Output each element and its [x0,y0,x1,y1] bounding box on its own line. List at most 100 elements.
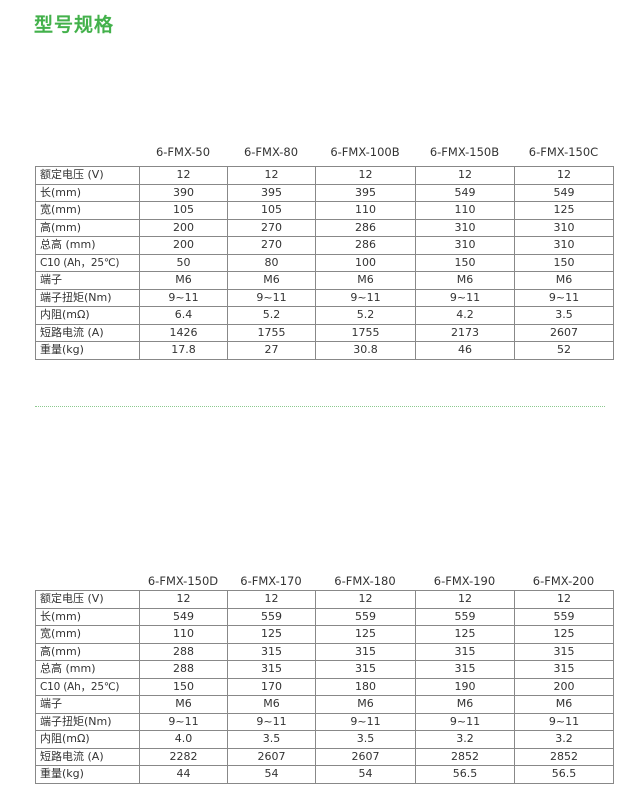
row-label: 总高 (mm) [35,236,140,255]
cell: M6 [415,271,515,290]
cell: 125 [227,625,316,644]
cell: 315 [415,642,515,661]
cell: 150 [415,253,515,272]
table-row: C10 (Ah，25℃) 50 80 100 150 150 [35,253,614,272]
cell: 9~11 [415,288,515,307]
battery-images-1 [120,42,615,142]
cell: 12 [227,590,316,609]
cell: 559 [415,607,515,626]
row-label: 短路电流 (A) [35,323,140,342]
cell: 2607 [227,747,316,766]
cell: 549 [139,607,228,626]
model-name: 6-FMX-200 [532,574,595,588]
cell: 125 [315,625,416,644]
cell: 286 [315,236,416,255]
table-row: 额定电压 (V) 12 12 12 12 12 [35,166,614,185]
cell: 2282 [139,747,228,766]
model-header-1: 6-FMX-50 6-FMX-80 6-FMX-100B 6-FMX-150B 6-FM… [35,145,613,161]
cell: 110 [415,201,515,220]
cell: 50 [139,253,228,272]
cell: 395 [315,183,416,202]
row-label: 总高 (mm) [35,660,140,679]
cell: 2173 [415,323,515,342]
cell: 9~11 [415,712,515,731]
row-label: 额定电压 (V) [35,590,140,609]
model-header-2: 6-FMX-150D 6-FMX-170 6-FMX-180 6-FMX-190 6-F… [35,574,613,590]
cell: 310 [415,218,515,237]
cell: M6 [315,695,416,714]
cell: 100 [315,253,416,272]
cell: 310 [514,236,614,255]
cell: 170 [227,677,316,696]
cell: M6 [315,271,416,290]
cell: 390 [139,183,228,202]
cell: 12 [514,166,614,185]
cell: 3.2 [514,730,614,749]
row-label: 内阻(mΩ) [35,306,140,325]
table-row: 短路电流 (A) 1426 1755 1755 2173 2607 [35,323,614,342]
cell: 549 [415,183,515,202]
cell: 5.2 [315,306,416,325]
cell: 12 [227,166,316,185]
cell: 200 [139,218,228,237]
table-row: 总高 (mm) 200 270 286 310 310 [35,236,614,255]
cell: 12 [139,590,228,609]
cell: 288 [139,642,228,661]
cell: 125 [514,201,614,220]
cell: 56.5 [415,765,515,784]
cell: 1755 [315,323,416,342]
cell: 549 [514,183,614,202]
cell: 9~11 [514,712,614,731]
row-label: 重量(kg) [35,341,140,360]
table-row: 长(mm) 390 395 395 549 549 [35,183,614,202]
cell: 1755 [227,323,316,342]
cell: 52 [514,341,614,360]
cell: M6 [139,271,228,290]
cell: 27 [227,341,316,360]
row-label: 短路电流 (A) [35,747,140,766]
cell: 4.0 [139,730,228,749]
table-row: 内阻(mΩ) 6.4 5.2 5.2 4.2 3.5 [35,306,614,325]
cell: 46 [415,341,515,360]
cell: 3.5 [514,306,614,325]
model-name: 6-FMX-170 [240,574,302,588]
table-row: 内阻(mΩ) 4.0 3.5 3.5 3.2 3.2 [35,730,614,749]
cell: 2852 [514,747,614,766]
cell: 6.4 [139,306,228,325]
cell: 9~11 [315,712,416,731]
row-label: 宽(mm) [35,201,140,220]
row-label: 宽(mm) [35,625,140,644]
table-row: 高(mm) 200 270 286 310 310 [35,218,614,237]
cell: 44 [139,765,228,784]
cell: 1426 [139,323,228,342]
cell: 315 [315,642,416,661]
cell: M6 [139,695,228,714]
table-row: 宽(mm) 105 105 110 110 125 [35,201,614,220]
cell: 110 [139,625,228,644]
cell: 12 [514,590,614,609]
model-name: 6-FMX-150D [147,574,219,588]
cell: 315 [514,660,614,679]
battery-images-2 [120,466,615,566]
model-name: 6-FMX-100B [330,145,400,159]
section-divider [35,406,605,407]
row-label: 端子 [35,271,140,290]
cell: 56.5 [514,765,614,784]
model-name: 6-FMX-180 [334,574,396,588]
cell: 200 [139,236,228,255]
cell: M6 [514,695,614,714]
table-row: 重量(kg) 17.8 27 30.8 46 52 [35,341,614,360]
model-name: 6-FMX-190 [433,574,496,588]
cell: 315 [227,642,316,661]
cell: 180 [315,677,416,696]
cell: 105 [227,201,316,220]
table-row: 总高 (mm) 288 315 315 315 315 [35,660,614,679]
cell: 559 [315,607,416,626]
cell: 110 [315,201,416,220]
cell: M6 [227,271,316,290]
cell: 125 [514,625,614,644]
cell: 12 [139,166,228,185]
cell: 2607 [315,747,416,766]
row-label: C10 (Ah，25℃) [35,677,140,696]
